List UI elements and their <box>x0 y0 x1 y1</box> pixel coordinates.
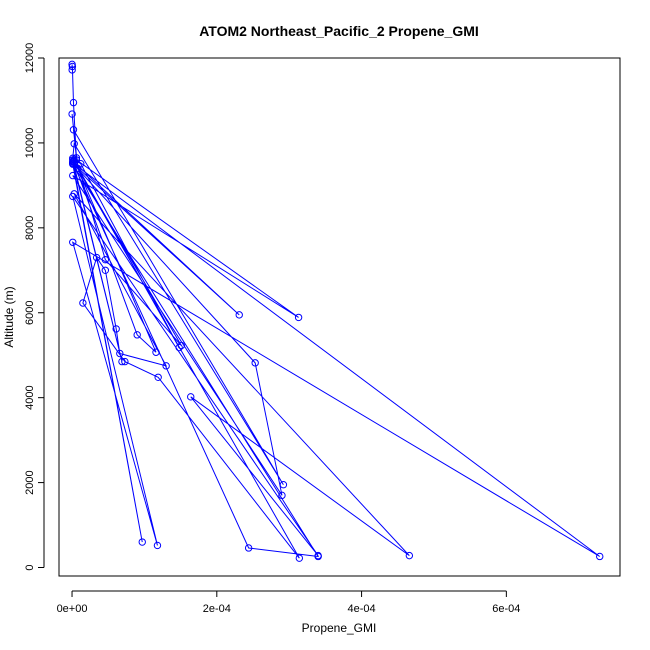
data-point <box>101 255 110 264</box>
data-point <box>118 357 126 366</box>
chart-title: ATOM2 Northeast_Pacific_2 Propene_GMI <box>199 23 479 39</box>
data-point <box>68 110 76 118</box>
data-point <box>68 66 76 74</box>
y-tick-label: 10000 <box>24 128 36 159</box>
data-point <box>77 160 85 168</box>
data-point <box>596 552 604 561</box>
y-tick-label: 12000 <box>24 43 36 74</box>
data-point <box>69 156 77 164</box>
data-point <box>69 98 78 107</box>
data-point <box>101 266 110 274</box>
x-tick-label: 2e-04 <box>203 603 231 615</box>
data-point <box>244 544 253 552</box>
x-tick-label: 4e-04 <box>348 603 376 615</box>
data-point <box>92 253 101 262</box>
data-point <box>69 238 77 246</box>
data-point <box>112 325 120 333</box>
y-tick-label: 0 <box>24 564 36 570</box>
data-point <box>187 393 195 401</box>
data-point <box>294 313 303 322</box>
data-point <box>279 481 288 489</box>
data-point <box>153 541 162 550</box>
data-point <box>68 62 77 71</box>
data-point <box>69 160 77 168</box>
data-point <box>69 192 77 201</box>
plot-frame <box>58 57 621 577</box>
series-line <box>71 64 601 559</box>
data-point <box>79 299 87 307</box>
y-tick-label: 2000 <box>24 470 36 494</box>
data-point <box>295 554 304 562</box>
data-point <box>175 343 183 352</box>
y-tick-label: 4000 <box>24 385 36 409</box>
data-point <box>251 359 259 367</box>
x-axis-label: Propene_GMI <box>302 621 377 635</box>
y-tick-label: 6000 <box>24 301 36 325</box>
series-group <box>68 60 604 562</box>
y-axis-label: Altitude (m) <box>2 286 16 347</box>
data-point <box>69 171 77 180</box>
data-point <box>177 341 186 350</box>
data-point <box>138 538 146 546</box>
data-point <box>278 491 286 500</box>
data-point <box>154 373 162 381</box>
data-point <box>314 552 322 561</box>
data-point <box>405 551 414 560</box>
x-tick-label: 0e+00 <box>57 603 88 615</box>
data-point <box>162 362 170 370</box>
data-point <box>152 348 160 356</box>
data-point <box>70 140 78 148</box>
y-axis: 0 2000 4000 6000 8000 10000 12000 <box>24 43 45 571</box>
data-point <box>235 311 243 319</box>
data-point <box>121 357 129 366</box>
y-tick-label: 8000 <box>24 216 36 240</box>
data-point <box>133 331 141 339</box>
data-point <box>69 126 78 134</box>
data-point <box>116 349 124 358</box>
x-axis: 0e+00 2e-04 4e-04 6e-04 <box>57 590 520 615</box>
x-tick-label: 6e-04 <box>492 603 520 615</box>
